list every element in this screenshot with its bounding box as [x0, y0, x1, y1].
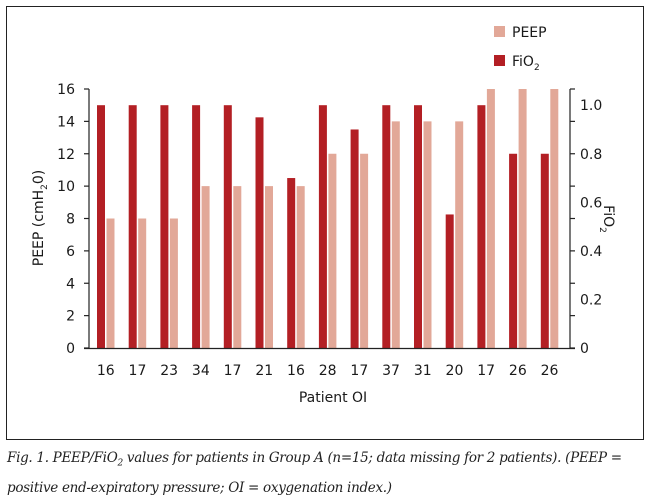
peep-bar	[106, 218, 115, 348]
peep-bar	[391, 121, 400, 348]
caption-text: values for patients in Group A (n=15; da…	[7, 450, 622, 496]
peep-bar	[360, 153, 369, 348]
y2-title-main: FiO	[600, 205, 616, 227]
x-tick-label: 16	[97, 363, 115, 379]
y2-axis-title: FiO2	[597, 205, 616, 233]
legend-swatch	[494, 26, 505, 37]
x-tick-label: 21	[255, 363, 273, 379]
axes: 16 17 23 34 17 21 16 28 17 37 31 20 17 26 26 0 2 4 6 8 10 12 1…	[57, 82, 602, 379]
x-tick-label: 23	[160, 363, 178, 379]
bars	[97, 89, 559, 349]
y-tick-label: 16	[57, 82, 75, 98]
y2-title-sub: 2	[597, 227, 607, 233]
y-tick-label: 6	[66, 244, 75, 260]
x-tick-label: 34	[192, 363, 210, 379]
legend-label-sub: 2	[534, 63, 540, 73]
fio2-bar	[223, 105, 232, 348]
fio2-bar	[97, 105, 105, 348]
fio2-bar	[445, 214, 454, 348]
y2-tick-label: 0.6	[580, 195, 602, 211]
peep-bar	[201, 186, 210, 348]
peep-bar	[328, 153, 337, 348]
caption-subscript: 2	[117, 458, 123, 469]
x-tick-label: 31	[414, 363, 432, 379]
x-tick-label: 20	[446, 363, 464, 379]
fio2-bar	[382, 105, 391, 348]
peep-bar	[486, 89, 495, 348]
x-tick-label: 28	[319, 363, 337, 379]
fio2-bar	[414, 105, 422, 348]
y2-tick-label: 0	[580, 341, 589, 357]
y-tick-label: 0	[66, 341, 75, 357]
y2-tick-label: 0.4	[580, 244, 602, 260]
fio2-bar	[318, 105, 327, 348]
peep-bar	[423, 121, 432, 348]
legend: PEEP FiO2	[494, 25, 547, 73]
x-tick-label: 17	[129, 363, 147, 379]
legend-swatch	[494, 55, 505, 66]
y-title-main: PEEP (cmH	[31, 190, 47, 266]
caption-prefix: Fig. 1. PEEP/FiO	[7, 450, 118, 466]
legend-label: FiO2	[512, 54, 540, 73]
x-axis-title: Patient OI	[299, 390, 367, 406]
peep-bar	[233, 186, 242, 348]
y-tick-label: 10	[57, 179, 75, 195]
figure-frame	[6, 6, 644, 440]
x-tick-label: 17	[477, 363, 495, 379]
fio2-bar	[255, 117, 264, 349]
fio2-bar	[287, 178, 296, 348]
fio2-bar	[192, 105, 201, 348]
legend-label: PEEP	[512, 25, 547, 41]
y-tick-label: 12	[57, 147, 75, 163]
figure-caption: Fig. 1. PEEP/FiO2 values for patients in…	[7, 446, 647, 500]
y-tick-label: 14	[57, 114, 75, 130]
y-tick-label: 8	[66, 212, 75, 228]
fio2-bar	[477, 105, 486, 348]
fio2-bar	[509, 153, 518, 348]
peep-bar	[138, 218, 147, 348]
peep-bar	[455, 121, 464, 348]
x-tick-label: 26	[509, 363, 527, 379]
peep-bar	[518, 89, 527, 348]
fio2-bar	[160, 105, 169, 348]
x-tick-label: 26	[541, 363, 559, 379]
y-title-sub: 2	[40, 184, 50, 190]
peep-bar	[265, 186, 273, 348]
x-tick-label: 17	[350, 363, 368, 379]
y-title-end: 0)	[31, 170, 47, 184]
peep-bar	[550, 89, 559, 348]
legend-label-main: PEEP	[512, 25, 547, 41]
x-tick-label: 37	[382, 363, 400, 379]
y2-tick-label: 0.8	[580, 147, 602, 163]
fio2-bar	[540, 153, 549, 348]
y2-tick-label: 1.0	[580, 98, 602, 114]
x-tick-label: 17	[224, 363, 242, 379]
fio2-bar	[350, 129, 359, 348]
peep-bar	[296, 186, 305, 348]
y-tick-label: 4	[66, 276, 75, 292]
y-tick-label: 2	[66, 309, 75, 325]
x-tick-label: 16	[287, 363, 305, 379]
peep-bar	[169, 218, 178, 348]
y-axis-title: PEEP (cmH20)	[31, 170, 50, 266]
y2-tick-label: 0.2	[580, 292, 602, 308]
legend-label-main: FiO	[512, 54, 534, 70]
fio2-bar	[128, 105, 137, 348]
